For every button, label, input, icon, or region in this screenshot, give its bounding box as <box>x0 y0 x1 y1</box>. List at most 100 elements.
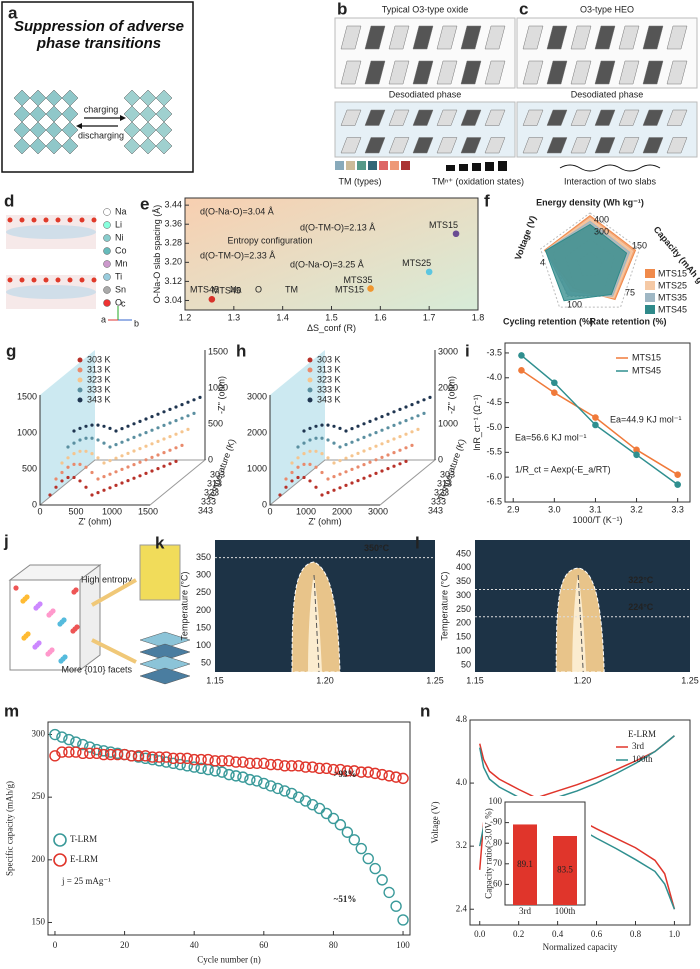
octahedron <box>45 121 63 139</box>
arrow-head <box>120 115 126 121</box>
data-point <box>592 421 599 429</box>
eis-point <box>356 451 360 455</box>
eis-point <box>314 485 318 489</box>
eis-point <box>126 465 130 469</box>
eis-point <box>168 448 172 452</box>
label: Na <box>115 206 127 216</box>
eis-point <box>308 479 312 483</box>
data-point <box>306 761 319 773</box>
y-axis-label: Voltage (V) <box>430 801 440 843</box>
x-tick-label: 0.2 <box>513 929 524 939</box>
legend-swatch <box>459 164 468 171</box>
x-axis-label: Normalized capacity <box>543 942 618 952</box>
data-point <box>251 757 263 770</box>
eis-point <box>344 429 348 433</box>
label: f <box>484 191 490 210</box>
data-point <box>327 812 340 825</box>
eis-point <box>374 458 378 462</box>
eis-point <box>108 459 112 463</box>
guide <box>313 574 320 673</box>
legend-dot <box>307 397 313 403</box>
data-point <box>174 752 186 765</box>
data-point <box>202 753 214 766</box>
y-tick-label: -4.5 <box>486 397 502 407</box>
label: 303 K <box>317 354 341 364</box>
eis-point <box>114 483 118 487</box>
data-point <box>118 748 131 761</box>
atom <box>71 589 77 595</box>
arrow <box>91 638 137 664</box>
label: Temperature (°C) <box>179 571 189 640</box>
label: h <box>236 341 246 360</box>
annotation: Na <box>230 284 242 294</box>
slab-cell <box>642 137 664 154</box>
octahedron <box>61 121 79 139</box>
eis-point <box>302 462 306 466</box>
y-tick-label: -5.0 <box>486 422 502 432</box>
eis-point <box>180 416 184 420</box>
eis-point <box>362 435 366 439</box>
x-tick-label: 1.8 <box>472 312 485 322</box>
label: Desodiated phase <box>571 89 644 99</box>
eis-point <box>398 435 402 439</box>
radar-area <box>544 223 628 302</box>
atom <box>91 217 97 223</box>
eis-point <box>168 421 172 425</box>
atom <box>33 605 39 611</box>
label: More {010} facets <box>61 664 132 674</box>
eis-point <box>102 488 106 492</box>
legend-dot <box>307 377 313 383</box>
slab-cell <box>618 109 640 126</box>
slab-cell <box>642 25 664 50</box>
eis-point <box>314 449 318 453</box>
y-tick-label: -6.0 <box>486 472 502 482</box>
eis-point <box>308 438 312 442</box>
eis-point <box>84 449 88 453</box>
label: 313 <box>207 478 222 488</box>
eis-point <box>338 459 342 463</box>
slab-cell <box>522 60 544 85</box>
label: d <box>4 191 14 210</box>
octahedron <box>155 105 173 123</box>
point-label: MTS45 <box>212 286 241 296</box>
label: 300 <box>594 226 609 236</box>
annotation: ~51% <box>334 894 357 904</box>
slab-cell <box>436 25 458 50</box>
x-tick-label: 3.1 <box>589 504 602 514</box>
data-point <box>265 780 277 792</box>
label: 50 <box>201 658 211 668</box>
eis-point <box>392 423 396 427</box>
label: charging <box>84 104 119 114</box>
eis-point <box>120 481 124 485</box>
x-tick-label: 3.0 <box>548 504 561 514</box>
slab-cell <box>594 25 616 50</box>
eis-point <box>380 428 384 432</box>
x-tick-label: 1.5 <box>325 312 338 322</box>
y-tick-label: -4.0 <box>486 372 502 382</box>
data-point <box>369 767 381 780</box>
eis-point <box>296 456 300 460</box>
eis-point <box>108 486 112 490</box>
data-point <box>153 751 166 763</box>
eis-point <box>356 438 360 442</box>
atom <box>55 277 61 283</box>
label: 100 <box>196 640 211 650</box>
label: 400 <box>594 214 609 224</box>
slab-cell <box>594 137 616 154</box>
density-cloud <box>6 225 96 239</box>
eis-point <box>332 461 336 465</box>
x-tick-label: 0.4 <box>552 929 564 939</box>
label: 303 K <box>87 354 111 364</box>
x-tick-label: 1.3 <box>228 312 241 322</box>
eis-point <box>72 452 76 456</box>
label: MTS25 <box>658 280 687 290</box>
title-box: Suppression of adverse phase transitions <box>14 18 184 52</box>
eis-point <box>126 479 130 483</box>
x-tick-label: 3.2 <box>630 504 643 514</box>
label: 1500 <box>17 391 37 401</box>
legend-dot <box>103 273 111 281</box>
y-tick-label: -6.5 <box>486 496 502 506</box>
eis-point <box>338 445 342 449</box>
slab-cell <box>364 109 386 126</box>
eis-point <box>350 440 354 444</box>
